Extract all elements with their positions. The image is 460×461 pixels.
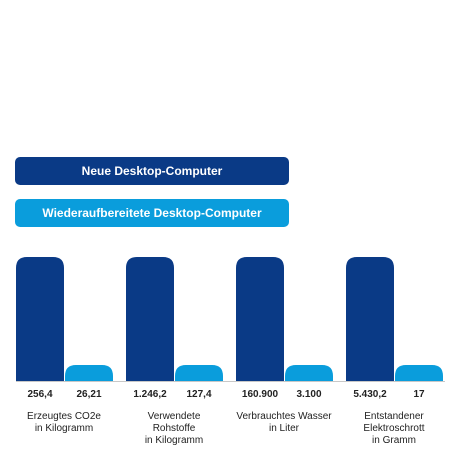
bar-new-4 — [346, 257, 394, 381]
legend-new-label: Neue Desktop-Computer — [81, 164, 223, 178]
bar-new-1 — [16, 257, 64, 381]
category-label-4-line-3: in Gramm — [372, 435, 416, 446]
category-label-2-line-2: Rohstoffe — [153, 423, 196, 434]
value-label-new-4: 5.430,2 — [353, 389, 387, 400]
legend-refurbished-desktop: Wiederaufbereitete Desktop-Computer — [15, 199, 289, 227]
category-label-3-line-1: Verbrauchtes Wasser — [236, 411, 332, 422]
legend-new-desktop: Neue Desktop-Computer — [15, 157, 289, 185]
value-label-new-1: 256,4 — [27, 389, 52, 400]
bar-new-3 — [236, 257, 284, 381]
value-label-new-3: 160.900 — [242, 389, 279, 400]
category-label-4-line-1: Entstandener — [364, 411, 424, 422]
category-label-2-line-3: in Kilogramm — [145, 435, 203, 446]
category-label-1-line-2: in Kilogramm — [35, 423, 93, 434]
value-label-new-2: 1.246,2 — [133, 389, 167, 400]
value-label-refurbished-2: 127,4 — [186, 389, 211, 400]
value-label-refurbished-3: 3.100 — [296, 389, 321, 400]
category-label-1-line-1: Erzeugtes CO2e — [27, 411, 101, 422]
bar-refurbished-1 — [65, 365, 113, 381]
value-label-refurbished-4: 17 — [413, 389, 425, 400]
legend-refurb-label: Wiederaufbereitete Desktop-Computer — [42, 206, 262, 220]
value-label-refurbished-1: 26,21 — [76, 389, 101, 400]
category-label-2-line-1: Verwendete — [148, 411, 201, 422]
bar-refurbished-4 — [395, 365, 443, 381]
bar-refurbished-2 — [175, 365, 223, 381]
category-label-4-line-2: Elektroschrott — [363, 423, 424, 434]
bar-refurbished-3 — [285, 365, 333, 381]
category-label-3-line-2: in Liter — [269, 423, 300, 434]
bar-new-2 — [126, 257, 174, 381]
